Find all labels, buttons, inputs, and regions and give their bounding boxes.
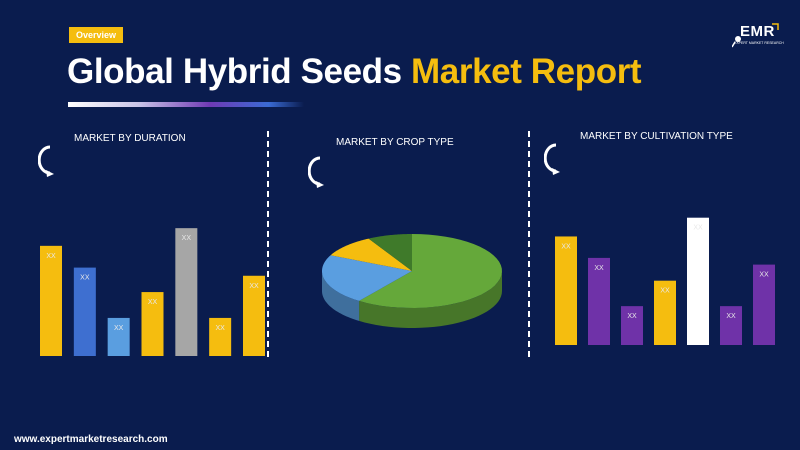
duration-bar-label: XX [182,235,192,242]
duration-bar-label: XX [114,325,124,332]
logo-subtext: EXPERT MARKET RESEARCH [734,41,784,45]
duration-bar-chart: XX XX XX XX XX XX XX [40,228,265,356]
logo-arrow [772,23,779,30]
crop-pie-slice [359,234,502,308]
cultivation-bar-label: XX [627,313,637,320]
cultivation-panel-title: MARKET BY CULTIVATION TYPE [580,131,733,142]
crop-pie-chart [322,234,502,328]
cultivation-bar [555,236,577,345]
duration-bar [209,317,232,356]
cultivation-bar [654,280,676,345]
cultivation-bar-label: XX [561,243,571,250]
page-title: Global Hybrid Seeds Market Report [67,52,642,92]
crop-pie-slice [322,255,412,301]
duration-bar-label: XX [148,299,158,306]
cultivation-bar [621,306,643,345]
emr-logo-icon [732,23,779,48]
footer-url: www.expertmarketresearch.com [14,434,168,445]
cultivation-bar [720,306,742,345]
logo-dot [735,36,741,42]
title-underline [68,102,304,107]
cultivation-bar [588,257,610,345]
cultivation-bar [687,217,709,345]
rotate-arrow-icon [38,145,54,177]
duration-bar-label: XX [80,275,90,282]
crop-pie-slice [330,238,412,271]
logo-text: EMR [740,23,775,40]
duration-panel-title: MARKET BY DURATION [74,133,186,144]
cultivation-bar-label: XX [594,265,604,272]
duration-bar [243,275,265,356]
title-highlight: Market Report [411,52,642,91]
divider-right [528,131,530,357]
duration-bar-label: XX [46,253,56,260]
cultivation-bar-label: XX [693,225,703,232]
duration-bar-label: XX [215,325,225,332]
cultivation-bar [753,264,775,345]
duration-bar [40,245,62,356]
cultivation-bar-label: XX [726,313,736,320]
overview-badge: Overview [69,27,123,43]
duration-bar [73,267,96,356]
duration-bar-label: XX [249,283,259,290]
cultivation-bar-label: XX [759,272,769,279]
crop-panel-title: MARKET BY CROP TYPE [336,137,454,148]
duration-bar [107,317,130,356]
duration-bar [141,292,164,356]
cultivation-bar-label: XX [660,288,670,295]
cultivation-bar-chart: XX XX XX XX XX XX XX [555,217,775,345]
crop-pie-slice-side [359,271,502,328]
divider-left [267,131,269,357]
rotate-arrow-icon [544,143,560,175]
crop-pie-slice [368,234,412,271]
duration-bar [175,228,198,356]
crop-pie-slice-side [322,271,360,321]
rotate-arrow-icon [308,156,324,188]
title-main: Global Hybrid Seeds [67,52,412,91]
logo-stroke [732,41,736,48]
